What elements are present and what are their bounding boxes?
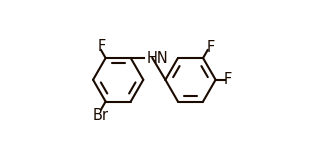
- Text: F: F: [98, 39, 106, 54]
- Text: F: F: [206, 40, 214, 55]
- Text: Br: Br: [93, 108, 109, 123]
- Text: HN: HN: [146, 51, 168, 66]
- Text: F: F: [224, 72, 232, 87]
